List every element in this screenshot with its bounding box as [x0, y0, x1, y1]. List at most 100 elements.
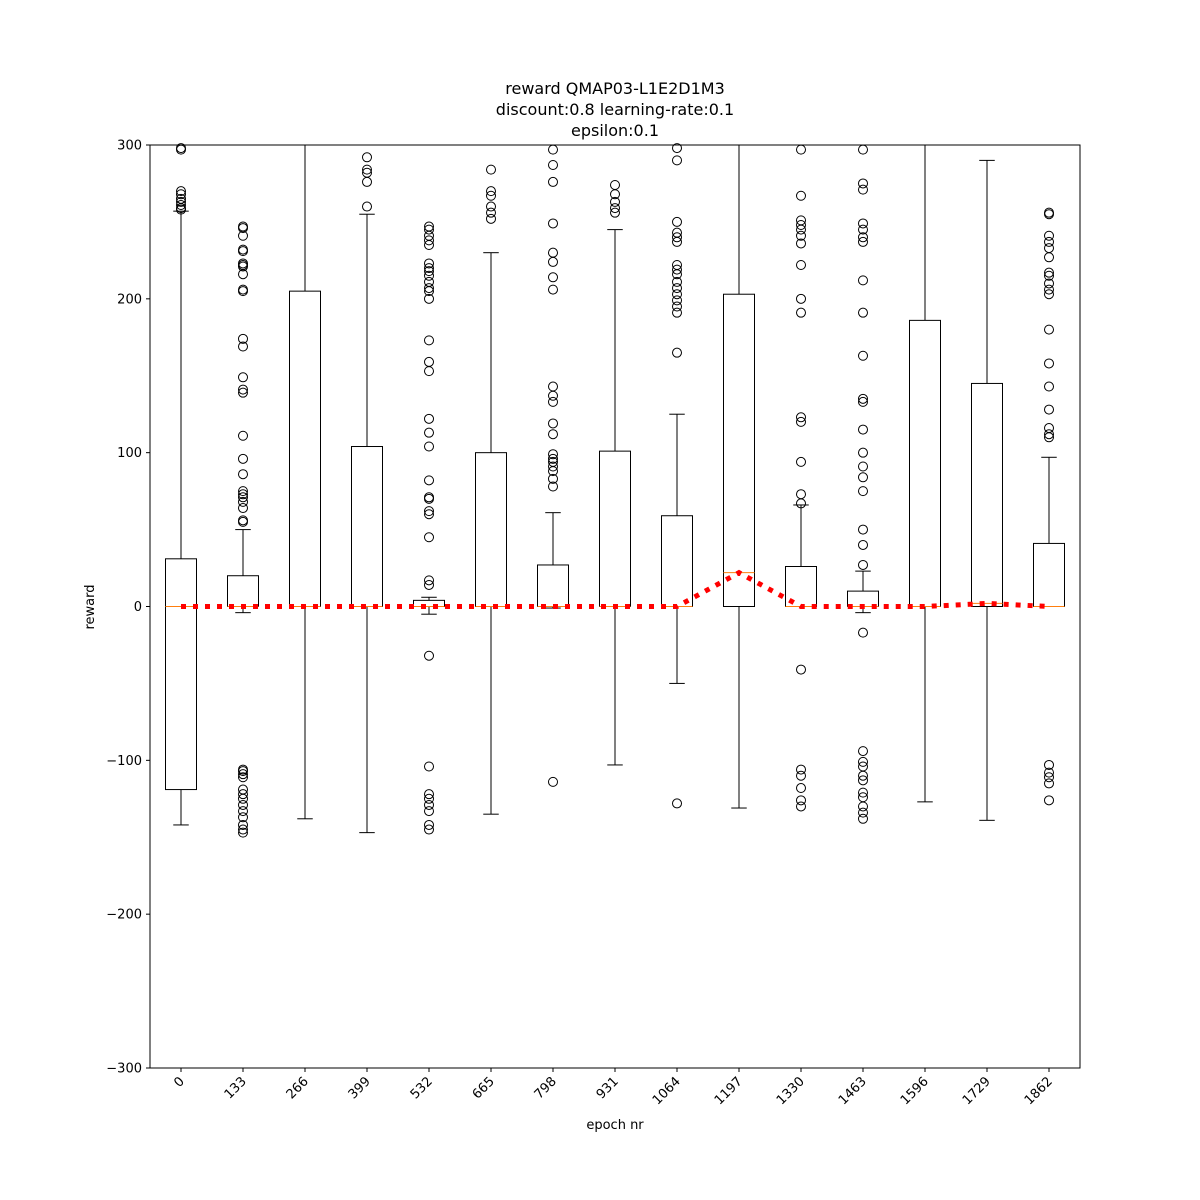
box	[227, 575, 259, 608]
x-axis-label: epoch nr	[586, 1118, 644, 1133]
flier	[858, 393, 868, 404]
flier	[238, 384, 248, 395]
flier	[238, 496, 248, 507]
x-tick-label: 1197	[712, 1074, 746, 1108]
flier	[858, 178, 868, 189]
flier	[176, 204, 186, 215]
flier	[610, 196, 620, 207]
flier	[672, 301, 682, 312]
flier	[858, 807, 868, 818]
flier	[672, 216, 682, 227]
flier	[238, 489, 248, 500]
x-tick-label: 931	[594, 1074, 622, 1102]
flier	[424, 532, 434, 543]
flier	[424, 427, 434, 438]
flier	[672, 232, 682, 243]
flier	[238, 341, 248, 352]
flier	[796, 795, 806, 806]
flier	[548, 396, 558, 407]
flier	[548, 247, 558, 258]
flier	[610, 207, 620, 218]
flier	[1044, 358, 1054, 369]
flier	[1044, 759, 1054, 770]
flier	[424, 793, 434, 804]
flier	[424, 266, 434, 277]
flier	[424, 579, 434, 590]
flier	[238, 286, 248, 297]
flier	[858, 746, 868, 757]
flier	[424, 824, 434, 835]
flier	[238, 806, 248, 817]
flier	[238, 223, 248, 234]
flier	[1044, 267, 1054, 278]
flier	[238, 486, 248, 497]
flier	[486, 164, 496, 175]
flier	[362, 176, 372, 187]
flier	[238, 261, 248, 272]
flier	[796, 219, 806, 230]
flier	[858, 307, 868, 318]
median-line	[181, 569, 1050, 609]
flier	[672, 307, 682, 318]
flier	[424, 789, 434, 800]
flier	[1044, 429, 1054, 440]
flier	[672, 283, 682, 294]
flier	[858, 424, 868, 435]
flier	[796, 293, 806, 304]
flier	[858, 787, 868, 798]
flier	[548, 466, 558, 477]
flier	[858, 447, 868, 458]
flier	[796, 489, 806, 500]
flier	[858, 801, 868, 812]
flier	[796, 238, 806, 249]
flier	[424, 575, 434, 586]
x-tick-label: 1330	[774, 1074, 808, 1108]
flier	[424, 366, 434, 377]
flier	[424, 509, 434, 520]
flier	[1044, 230, 1054, 241]
flier	[548, 429, 558, 440]
flier	[238, 269, 248, 280]
flier	[424, 799, 434, 810]
y-tick-label: 200	[117, 292, 142, 307]
flier	[672, 269, 682, 280]
flier	[424, 413, 434, 424]
flier	[362, 201, 372, 212]
flier	[1044, 778, 1054, 789]
flier	[424, 819, 434, 830]
chart-title: discount:0.8 learning-rate:0.1	[496, 100, 734, 119]
flier	[858, 756, 868, 767]
flier	[548, 144, 558, 155]
flier	[1044, 284, 1054, 295]
flier	[1044, 767, 1054, 778]
flier	[238, 789, 248, 800]
flier	[424, 239, 434, 250]
flier	[424, 283, 434, 294]
box	[971, 382, 1003, 608]
flier	[424, 441, 434, 452]
flier	[1044, 404, 1054, 415]
flier	[238, 812, 248, 823]
flier	[548, 272, 558, 283]
flier	[548, 449, 558, 460]
flier	[796, 224, 806, 235]
flier	[672, 798, 682, 809]
flier	[424, 224, 434, 235]
flier	[796, 144, 806, 155]
flier	[238, 827, 248, 838]
flier	[548, 218, 558, 229]
box	[475, 452, 507, 607]
flier	[424, 263, 434, 274]
y-tick-label: 0	[134, 600, 142, 615]
flier	[1044, 795, 1054, 806]
flier	[1044, 381, 1054, 392]
flier	[1044, 209, 1054, 220]
flier	[362, 164, 372, 175]
flier	[238, 230, 248, 241]
chart-title: epsilon:0.1	[571, 121, 659, 140]
x-tick-label: 1729	[960, 1074, 994, 1108]
flier	[1044, 236, 1054, 247]
flier	[548, 453, 558, 464]
x-tick-label: 1064	[650, 1074, 684, 1108]
flier	[858, 275, 868, 286]
